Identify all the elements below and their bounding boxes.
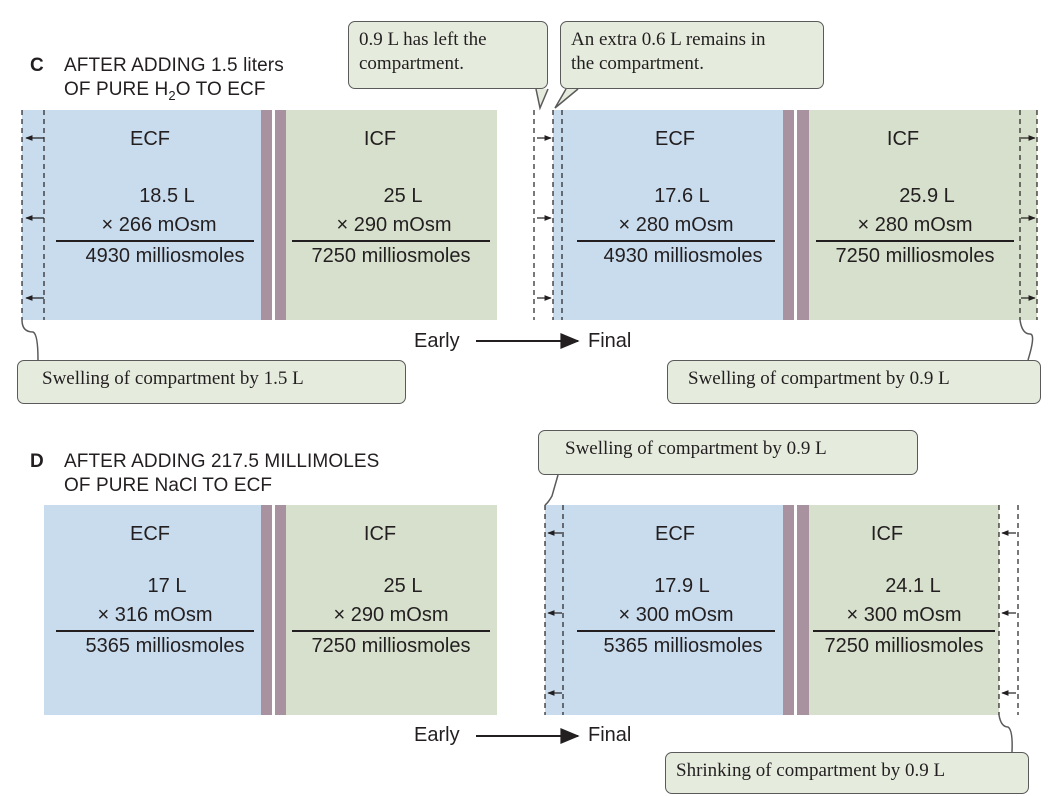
- panel-c-bottom-left-callout: Swelling of compartment by 1.5 L: [17, 360, 406, 404]
- panel-d-early-icf-osm: × 290 mOsm: [333, 604, 449, 626]
- panel-c-early-expansion-arrows: [25, 135, 44, 301]
- panel-c-final-icf-label: ICF: [886, 128, 920, 150]
- panel-d-early-icf-compartment: [286, 505, 497, 715]
- panel-d-early-ecf-rule: [56, 630, 254, 632]
- panel-c-final-ecf-shrink-arrows: [537, 135, 552, 301]
- panel-d-final-ecf-label: ECF: [655, 523, 695, 545]
- panel-d-final-ecf-osm: × 300 mOsm: [618, 604, 734, 626]
- panel-c-final-icf-rule: [816, 240, 1014, 242]
- panel-d-final-icf-brace: [998, 714, 1013, 753]
- panel-c-final-icf-osm: × 280 mOsm: [857, 214, 973, 236]
- panel-c-early-ecf-osm: × 266 mOsm: [101, 214, 217, 236]
- panel-d-early-icf-volume: 25 L: [383, 575, 423, 597]
- panel-d-final-ecf-boundaries: [544, 505, 564, 715]
- panel-c-final-icf-boundary: [1019, 110, 1038, 320]
- panel-c-early-icf-compartment: [286, 110, 497, 320]
- panel-c-early-ecf-original-boundary: [21, 110, 45, 320]
- panel-c-early-ecf-total: 4930 milliosmoles: [85, 244, 245, 267]
- panel-c-final-ecf-rule: [577, 240, 775, 242]
- panel-c-title-line2: OF PURE H2O TO ECF: [64, 79, 266, 103]
- panel-c-final-ecf-total: 4930 milliosmoles: [603, 244, 763, 267]
- panel-c-early-ecf-calc: 18.5 L × 266 mOsm 4930 milliosmoles: [55, 182, 255, 271]
- panel-d-final-icf-label: ICF: [870, 523, 904, 545]
- panel-d-early-ecf-compartment: [44, 505, 261, 715]
- panel-d-final-icf-volume: 24.1 L: [885, 575, 941, 597]
- panel-d-final-icf-rule: [813, 630, 995, 632]
- panel-d-final-icf-shrink-arrows: [1001, 530, 1016, 696]
- panel-d-final-ecf-calc: 17.9 L × 300 mOsm 5365 milliosmoles: [576, 572, 776, 661]
- panel-d-early-membrane-line: [272, 505, 275, 715]
- panel-c-early-icf-label: ICF: [363, 128, 397, 150]
- panel-c-final-ecf-osm: × 280 mOsm: [618, 214, 734, 236]
- panel-d-early-ecf-calc: 17 L × 316 mOsm 5365 milliosmoles: [55, 572, 255, 661]
- panel-c-early-membrane-line: [272, 110, 275, 320]
- panel-d-final-label: Final: [588, 724, 632, 746]
- panel-c-early-ecf-rule: [56, 240, 254, 242]
- panel-c-final-icf-total: 7250 milliosmoles: [835, 244, 995, 267]
- panel-c-final-ecf-label: ECF: [655, 128, 695, 150]
- panel-d-final-ecf-expansion-arrows: [547, 530, 562, 696]
- panel-d-final-icf-boundaries: [998, 505, 1019, 715]
- panel-c-early-label: Early: [414, 330, 460, 352]
- panel-c-final-icf-volume: 25.9 L: [899, 185, 955, 207]
- panel-c-final-ecf-compartment: [553, 110, 783, 320]
- panel-d-early-icf-label: ICF: [363, 523, 397, 545]
- panel-c-right-top-callout-tail: [554, 88, 579, 109]
- panel-c-letter: C: [30, 55, 44, 76]
- panel-c-early-ecf-compartment: [22, 110, 262, 320]
- panel-d-final-ecf-volume: 17.9 L: [654, 575, 710, 597]
- panel-c-early-icf-total: 7250 milliosmoles: [311, 244, 471, 267]
- panel-d-early-ecf-label: ECF: [130, 523, 170, 545]
- panel-c-early-ecf-label: ECF: [130, 128, 170, 150]
- panel-d-bottom-callout: Shrinking of compartment by 0.9 L: [665, 752, 1029, 794]
- panel-d-title-line1: AFTER ADDING 217.5 MILLIMOLES: [64, 451, 380, 472]
- panel-d-early-ecf-total: 5365 milliosmoles: [85, 634, 245, 657]
- panel-d-final-ecf-total: 5365 milliosmoles: [603, 634, 763, 657]
- panel-c-final-icf-expansion-arrows: [1021, 135, 1036, 301]
- panel-c-left-top-callout: 0.9 L has left the compartment.: [348, 21, 548, 89]
- panel-c-right-top-callout: An extra 0.6 L remains in the compartmen…: [560, 21, 824, 89]
- panel-c-early-icf-calc: 25 L × 290 mOsm 7250 milliosmoles: [290, 182, 492, 271]
- panel-c-left-top-callout-tail: [535, 88, 549, 111]
- panel-c-final-icf-calc: 25.9 L × 280 mOsm 7250 milliosmoles: [815, 182, 1015, 271]
- panel-d-early-ecf-volume: 17 L: [147, 575, 187, 597]
- panel-d-early-icf-calc: 25 L × 290 mOsm 7250 milliosmoles: [290, 572, 492, 661]
- panel-d-final-membrane-line: [794, 505, 797, 715]
- panel-d-final-icf-osm: × 300 mOsm: [846, 604, 962, 626]
- panel-c-early-brace: [21, 319, 39, 361]
- panel-d-title-line2: OF PURE NaCl TO ECF: [64, 475, 273, 496]
- panel-c-final-ecf-volume: 17.6 L: [654, 185, 710, 207]
- panel-d-final-ecf-brace: [544, 474, 559, 506]
- panel-c-final-icf-compartment: [809, 110, 1037, 320]
- panel-d-final-icf-compartment: [809, 505, 999, 715]
- panel-d-final-ecf-compartment: [545, 505, 783, 715]
- panel-d-final-ecf-rule: [577, 630, 775, 632]
- panel-c-final-ecf-boundaries: [533, 110, 563, 320]
- panel-c-early-icf-volume: 25 L: [383, 185, 423, 207]
- panel-c-title-line1: AFTER ADDING 1.5 liters: [64, 55, 284, 76]
- panel-d-final-icf-calc: 24.1 L × 300 mOsm 7250 milliosmoles: [806, 572, 1002, 661]
- panel-c-early-icf-osm: × 290 mOsm: [336, 214, 452, 236]
- panel-c-final-ecf-calc: 17.6 L × 280 mOsm 4930 milliosmoles: [576, 182, 776, 271]
- panel-d-title: D AFTER ADDING 217.5 MILLIMOLES OF PURE N…: [30, 450, 379, 498]
- panel-d-early-icf-rule: [292, 630, 490, 632]
- panel-c-bottom-right-callout: Swelling of compartment by 0.9 L: [667, 360, 1041, 404]
- panel-c-final-label: Final: [588, 330, 632, 352]
- panel-c-final-icf-brace: [1019, 319, 1034, 361]
- panel-d-early-ecf-osm: × 316 mOsm: [97, 604, 213, 626]
- panel-c-final-membrane-line: [794, 110, 797, 320]
- panel-d-letter: D: [30, 451, 44, 472]
- panel-d-final-icf-total: 7250 milliosmoles: [824, 634, 984, 657]
- panel-c-early-ecf-volume: 18.5 L: [139, 185, 195, 207]
- panel-c-early-icf-rule: [292, 240, 490, 242]
- panel-c-title: C AFTER ADDING 1.5 liters OF PURE H2O TO …: [30, 54, 284, 108]
- panel-d-early-icf-total: 7250 milliosmoles: [311, 634, 471, 657]
- panel-d-top-callout: Swelling of compartment by 0.9 L: [538, 430, 918, 475]
- panel-d-early-label: Early: [414, 724, 460, 746]
